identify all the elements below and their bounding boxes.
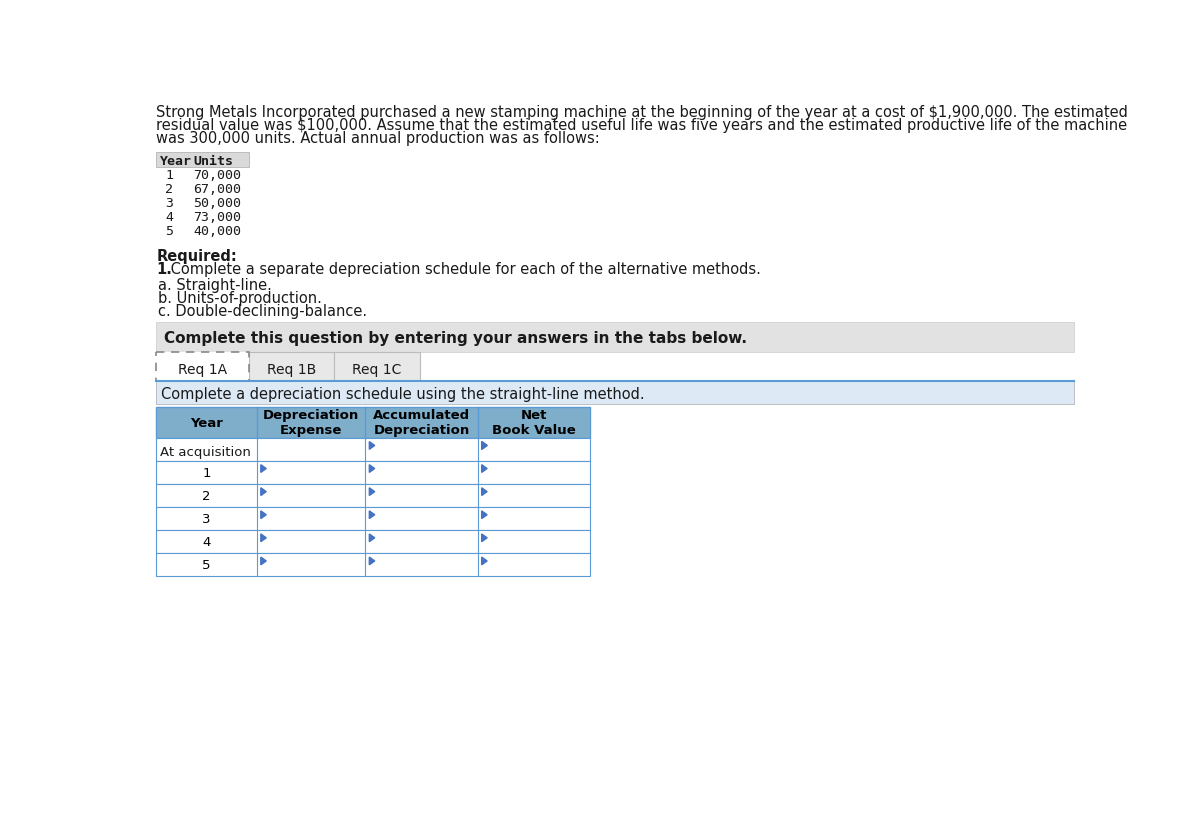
- FancyBboxPatch shape: [156, 531, 590, 554]
- Text: At acquisition: At acquisition: [160, 446, 251, 458]
- Polygon shape: [260, 534, 266, 542]
- Text: was 300,000 units. Actual annual production was as follows:: was 300,000 units. Actual annual product…: [156, 130, 600, 146]
- Polygon shape: [260, 511, 266, 519]
- FancyBboxPatch shape: [156, 323, 1074, 352]
- Text: 1.: 1.: [156, 262, 172, 277]
- Text: 5: 5: [166, 224, 174, 238]
- Text: Req 1B: Req 1B: [268, 362, 317, 376]
- Polygon shape: [481, 511, 487, 519]
- Polygon shape: [260, 465, 266, 473]
- Polygon shape: [481, 442, 487, 450]
- Text: residual value was $100,000. Assume that the estimated useful life was five year: residual value was $100,000. Assume that…: [156, 117, 1127, 133]
- FancyBboxPatch shape: [335, 352, 420, 382]
- Text: 67,000: 67,000: [193, 183, 241, 196]
- Polygon shape: [260, 558, 266, 565]
- Text: 1: 1: [203, 466, 211, 479]
- FancyBboxPatch shape: [156, 153, 250, 168]
- Text: 4: 4: [166, 210, 174, 224]
- FancyBboxPatch shape: [250, 352, 335, 382]
- FancyBboxPatch shape: [156, 382, 1074, 405]
- Text: 2: 2: [203, 490, 211, 502]
- Polygon shape: [481, 465, 487, 473]
- Text: Complete this question by entering your answers in the tabs below.: Complete this question by entering your …: [164, 331, 746, 346]
- Text: 73,000: 73,000: [193, 210, 241, 224]
- Text: Complete a separate depreciation schedule for each of the alternative methods.: Complete a separate depreciation schedul…: [167, 262, 761, 277]
- Text: Units: Units: [193, 155, 233, 168]
- FancyBboxPatch shape: [156, 554, 590, 577]
- Text: 3: 3: [166, 197, 174, 210]
- Text: Strong Metals Incorporated purchased a new stamping machine at the beginning of : Strong Metals Incorporated purchased a n…: [156, 105, 1128, 120]
- Polygon shape: [481, 558, 487, 565]
- FancyBboxPatch shape: [156, 461, 590, 484]
- Polygon shape: [481, 488, 487, 495]
- Text: 3: 3: [203, 513, 211, 526]
- Text: Req 1C: Req 1C: [353, 362, 402, 376]
- Polygon shape: [370, 534, 374, 542]
- Text: Req 1A: Req 1A: [178, 362, 227, 376]
- Text: Year: Year: [160, 155, 192, 168]
- FancyBboxPatch shape: [156, 438, 590, 461]
- Text: 5: 5: [203, 559, 211, 572]
- Text: 4: 4: [203, 536, 211, 549]
- FancyBboxPatch shape: [156, 407, 590, 438]
- Text: Year: Year: [190, 416, 223, 429]
- Text: 1: 1: [166, 169, 174, 182]
- Polygon shape: [370, 488, 374, 495]
- Text: a. Straight-line.: a. Straight-line.: [157, 278, 271, 292]
- Text: Depreciation
Expense: Depreciation Expense: [263, 409, 359, 437]
- Polygon shape: [260, 488, 266, 495]
- Text: Complete a depreciation schedule using the straight-line method.: Complete a depreciation schedule using t…: [161, 387, 644, 401]
- Polygon shape: [370, 511, 374, 519]
- FancyBboxPatch shape: [156, 484, 590, 508]
- Text: 2: 2: [166, 183, 174, 196]
- Text: 40,000: 40,000: [193, 224, 241, 238]
- Text: Required:: Required:: [156, 249, 236, 264]
- FancyBboxPatch shape: [156, 352, 250, 382]
- Text: b. Units-of-production.: b. Units-of-production.: [157, 291, 322, 305]
- Polygon shape: [481, 442, 487, 450]
- Polygon shape: [481, 534, 487, 542]
- Text: 50,000: 50,000: [193, 197, 241, 210]
- Text: 70,000: 70,000: [193, 169, 241, 182]
- Text: c. Double-declining-balance.: c. Double-declining-balance.: [157, 304, 367, 319]
- Polygon shape: [370, 558, 374, 565]
- FancyBboxPatch shape: [156, 508, 590, 531]
- Text: Accumulated
Depreciation: Accumulated Depreciation: [373, 409, 470, 437]
- Polygon shape: [370, 465, 374, 473]
- Polygon shape: [370, 442, 374, 450]
- Text: Net
Book Value: Net Book Value: [492, 409, 576, 437]
